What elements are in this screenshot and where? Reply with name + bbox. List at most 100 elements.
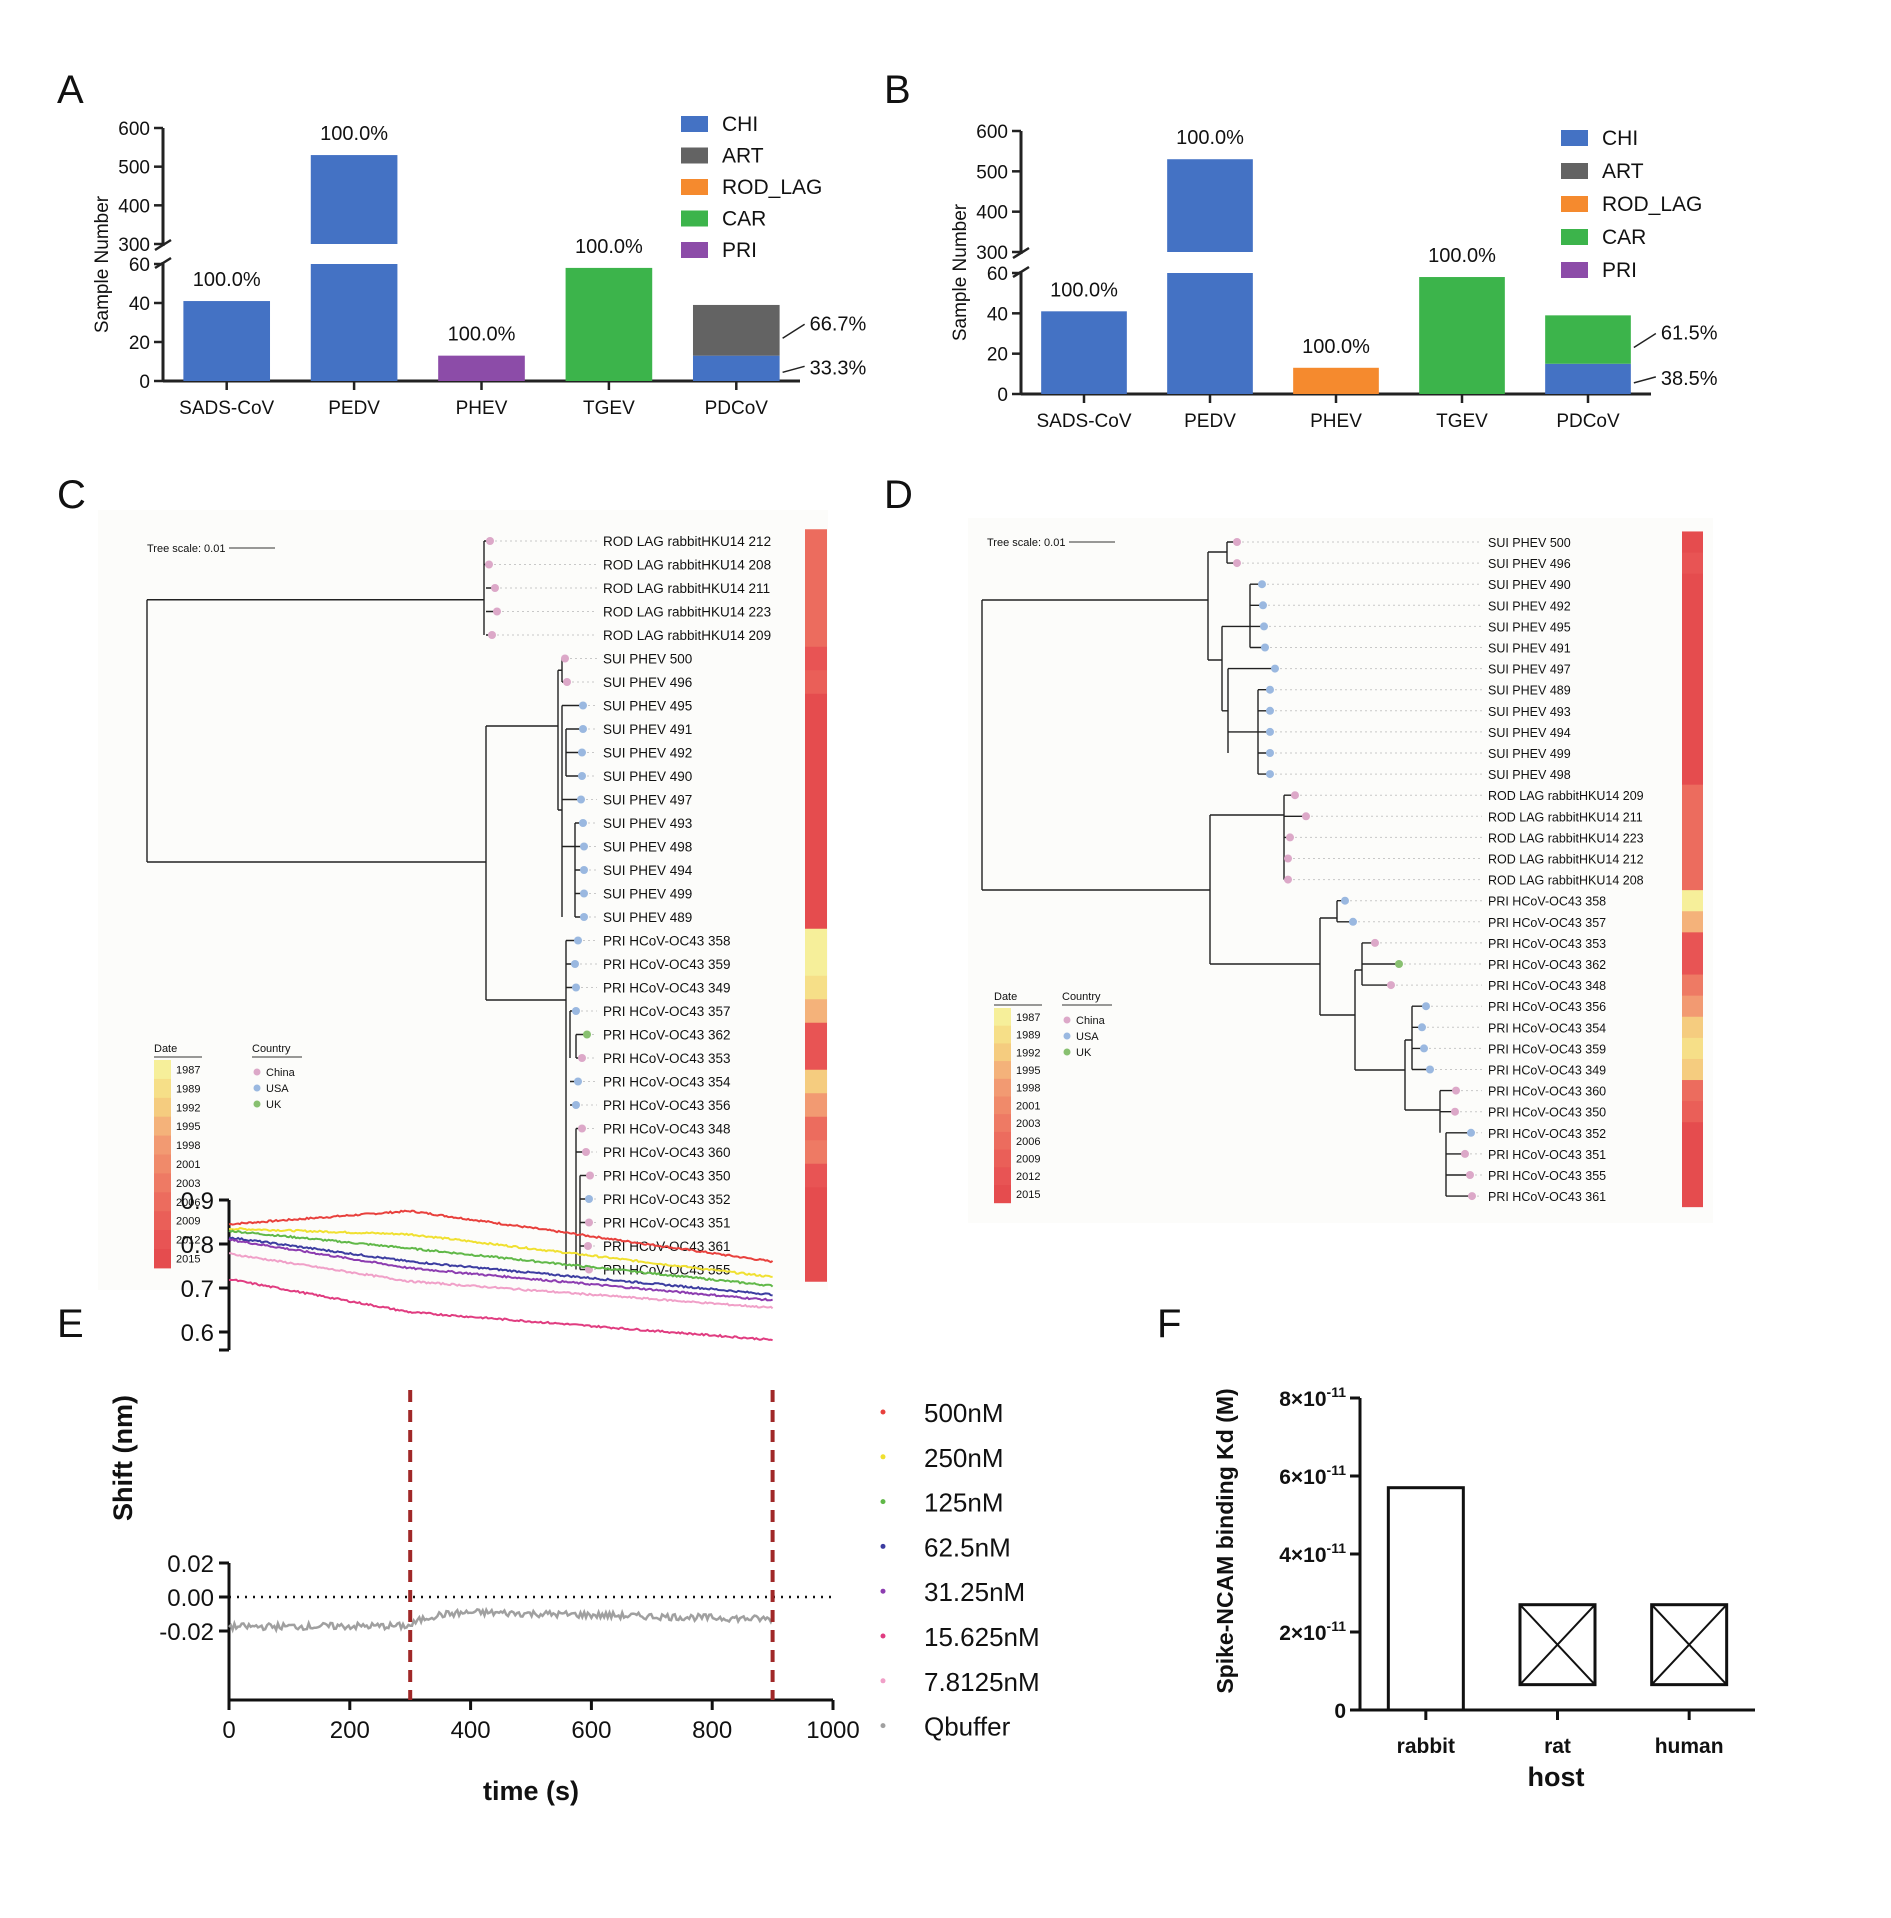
leaf-label: PRI HCoV-OC43 348 [1488, 979, 1606, 993]
leaf-label: SUI PHEV 500 [603, 652, 692, 667]
leaf-country-dot [582, 1148, 590, 1156]
date-legend-title: Date [154, 1043, 177, 1055]
legend-dot [880, 1588, 886, 1594]
y-tick-label: 400 [118, 196, 150, 217]
y-tick-label: 20 [129, 333, 150, 354]
bar-segment [1545, 315, 1631, 364]
leaf-country-dot [1284, 854, 1292, 863]
date-strip-cell [805, 740, 827, 765]
legend-label: 15.625nM [924, 1622, 1040, 1652]
leaf-label: SUI PHEV 500 [1488, 536, 1571, 550]
x-tick-label: 800 [692, 1717, 732, 1744]
bar-percent-label: 100.0% [448, 324, 516, 346]
country-legend-title: Country [1062, 991, 1101, 1003]
x-tick-label: TGEV [1436, 411, 1488, 432]
bar-segment [438, 355, 525, 381]
legend-label: 125nM [924, 1488, 1004, 1518]
series-line [228, 1227, 773, 1278]
date-legend-swatch [154, 1192, 171, 1212]
date-legend-label: 2009 [176, 1216, 200, 1228]
country-legend-title: Country [252, 1043, 291, 1055]
leaf-label: PRI HCoV-OC43 356 [603, 1098, 731, 1113]
leaf-country-dot [572, 983, 580, 992]
leaf-label: PRI HCoV-OC43 360 [603, 1145, 731, 1160]
date-legend-swatch [994, 1025, 1011, 1044]
leaf-label: ROD LAG rabbitHKU14 211 [1488, 810, 1643, 824]
date-legend-swatch [994, 1131, 1011, 1151]
leaf-label: SUI PHEV 493 [603, 816, 692, 831]
leaf-label: PRI HCoV-OC43 359 [1488, 1042, 1606, 1056]
leaf-label: PRI HCoV-OC43 358 [603, 934, 731, 949]
date-legend-label: 2006 [176, 1197, 200, 1209]
date-legend-swatch [154, 1097, 171, 1118]
tree-branch [557, 657, 567, 810]
panel-label-e: E [57, 1302, 84, 1346]
leaf-label: PRI HCoV-OC43 357 [1488, 916, 1606, 930]
date-strip-cell [805, 670, 827, 695]
tree-scale-label: Tree scale: 0.01 [147, 543, 225, 555]
tree-branch [1405, 1089, 1472, 1197]
bar-segment [692, 304, 780, 356]
leaf-country-dot [578, 772, 586, 780]
leaf-country-dot [1266, 706, 1274, 715]
date-strip-cell [805, 646, 827, 671]
date-legend-label: 1992 [1016, 1047, 1040, 1059]
y-tick-label: 0 [139, 372, 150, 393]
leaf-label: PRI HCoV-OC43 361 [1488, 1190, 1606, 1204]
date-strip-cell [1682, 573, 1703, 596]
y-tick-label: 6×10-11 [1279, 1462, 1346, 1489]
leaf-label: PRI HCoV-OC43 362 [603, 1028, 731, 1043]
y-tick-label: 8×10-11 [1279, 1384, 1346, 1411]
bar-percent-label: 100.0% [1050, 279, 1118, 301]
date-legend-label: 2012 [176, 1235, 200, 1247]
leaf-label: SUI PHEV 490 [603, 769, 692, 784]
leaf-country-dot [584, 1242, 592, 1250]
leaf-label: ROD LAG rabbitHKU14 208 [603, 558, 771, 573]
leaf-country-dot [1266, 685, 1274, 694]
country-legend-label: USA [266, 1083, 289, 1095]
bar-percent-label: 100.0% [1428, 245, 1496, 267]
leaf-label: SUI PHEV 499 [603, 887, 692, 902]
leaf-country-dot [1418, 1023, 1426, 1032]
legend-dot [880, 1543, 886, 1549]
leaf-country-dot [578, 1054, 586, 1062]
legend-swatch [681, 179, 708, 195]
date-strip-cell [805, 811, 827, 836]
date-strip-cell [805, 764, 827, 789]
x-tick-label: PHEV [1310, 411, 1362, 432]
date-strip-cell [805, 787, 827, 812]
leaf-label: PRI HCoV-OC43 360 [1488, 1085, 1606, 1099]
date-strip-cell [805, 975, 827, 1000]
date-strip-cell [805, 999, 827, 1024]
leaf-country-dot [1451, 1107, 1459, 1116]
leaf-label: SUI PHEV 493 [1488, 705, 1571, 719]
date-legend-swatch [994, 1167, 1011, 1186]
date-legend-label: 1989 [176, 1083, 200, 1095]
leaf-label: SUI PHEV 496 [603, 675, 692, 690]
date-strip-cell [805, 576, 827, 601]
leaf-country-dot [1233, 538, 1241, 546]
date-strip-cell [805, 881, 827, 906]
date-strip-cell [805, 1069, 827, 1094]
tree-branch [558, 704, 583, 917]
tree-scale-label: Tree scale: 0.01 [987, 537, 1065, 549]
leaf-label: SUI PHEV 492 [603, 746, 692, 761]
leaf-country-dot [580, 913, 588, 921]
leaf-country-dot [585, 1218, 593, 1227]
legend-label: CHI [722, 113, 758, 136]
country-legend-label: China [1076, 1015, 1106, 1027]
leaf-country-dot [574, 936, 582, 945]
date-strip-cell [805, 1187, 827, 1212]
date-strip-cell [1682, 784, 1703, 807]
leaf-label: SUI PHEV 489 [1488, 684, 1571, 698]
leaf-country-dot [580, 842, 588, 851]
leaf-country-dot [585, 1195, 593, 1203]
stack-percent-label: 66.7% [810, 313, 867, 335]
y-tick-label: 0.8 [181, 1232, 214, 1259]
legend-label: CHI [1602, 127, 1638, 150]
x-tick-label: SADS-CoV [179, 398, 274, 419]
date-legend-swatch [154, 1135, 171, 1155]
leaf-label: PRI HCoV-OC43 353 [603, 1051, 731, 1066]
leaf-label: SUI PHEV 494 [1488, 726, 1571, 740]
legend-label: PRI [1602, 259, 1637, 282]
